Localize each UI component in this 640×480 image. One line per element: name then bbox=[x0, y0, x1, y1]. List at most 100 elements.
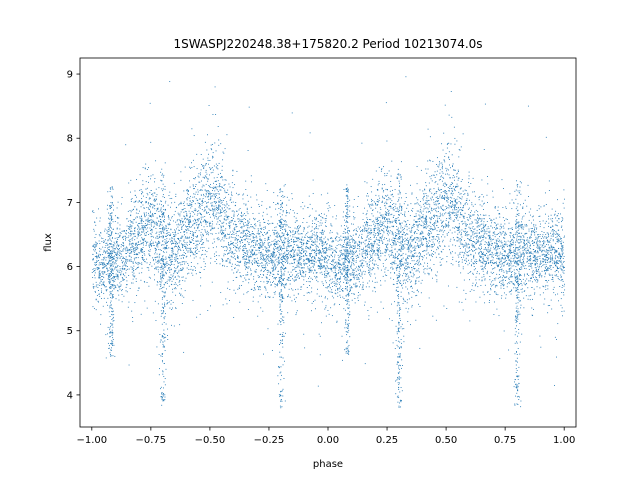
data-point bbox=[221, 200, 223, 201]
data-point bbox=[201, 204, 203, 206]
data-point bbox=[387, 269, 389, 271]
data-point bbox=[480, 241, 482, 243]
data-point bbox=[175, 243, 177, 244]
data-point bbox=[424, 202, 426, 204]
data-point bbox=[413, 260, 415, 262]
data-point bbox=[204, 216, 206, 217]
data-point bbox=[98, 277, 100, 279]
data-point bbox=[440, 207, 442, 209]
data-point bbox=[500, 261, 502, 263]
data-point bbox=[326, 261, 328, 263]
data-point bbox=[97, 290, 99, 292]
data-point bbox=[172, 276, 174, 278]
data-point bbox=[429, 176, 431, 178]
data-point bbox=[131, 225, 133, 227]
data-point bbox=[334, 303, 336, 305]
data-point bbox=[311, 250, 313, 252]
data-point bbox=[123, 264, 125, 266]
data-point bbox=[410, 242, 411, 244]
data-point bbox=[111, 272, 113, 273]
data-point bbox=[517, 252, 519, 254]
data-point bbox=[509, 268, 511, 270]
data-point bbox=[564, 266, 565, 268]
data-point bbox=[259, 228, 261, 230]
data-point bbox=[441, 208, 443, 210]
data-point bbox=[526, 283, 528, 285]
data-point bbox=[495, 217, 497, 219]
data-point bbox=[474, 203, 476, 205]
data-point bbox=[131, 209, 133, 211]
data-point bbox=[505, 218, 507, 220]
data-point bbox=[367, 203, 369, 205]
data-point bbox=[322, 229, 323, 231]
data-point bbox=[167, 279, 169, 281]
data-point bbox=[139, 210, 140, 212]
data-point bbox=[330, 267, 332, 269]
data-point bbox=[324, 256, 326, 258]
data-point bbox=[96, 295, 98, 296]
data-point bbox=[479, 248, 481, 250]
data-point bbox=[507, 255, 509, 257]
data-point bbox=[311, 229, 313, 231]
data-point bbox=[268, 223, 270, 225]
data-point bbox=[498, 264, 499, 266]
data-point bbox=[194, 196, 196, 198]
data-point bbox=[116, 245, 118, 247]
data-point bbox=[441, 168, 443, 170]
data-point bbox=[269, 250, 271, 252]
data-point bbox=[245, 263, 247, 265]
data-point bbox=[439, 162, 441, 164]
data-point bbox=[161, 287, 163, 289]
data-point bbox=[358, 277, 359, 279]
data-point bbox=[391, 245, 393, 247]
data-point bbox=[185, 236, 186, 238]
data-point bbox=[267, 255, 269, 257]
data-point bbox=[319, 335, 321, 337]
data-point bbox=[446, 184, 447, 186]
data-point bbox=[378, 249, 380, 251]
data-point bbox=[450, 206, 452, 208]
data-point bbox=[129, 210, 131, 212]
data-point bbox=[211, 233, 213, 235]
data-point bbox=[432, 244, 434, 245]
data-point bbox=[299, 269, 301, 271]
data-point bbox=[488, 262, 490, 263]
data-point bbox=[358, 256, 360, 258]
data-point bbox=[474, 195, 476, 197]
data-point bbox=[157, 207, 159, 209]
data-point bbox=[256, 263, 258, 265]
data-point bbox=[266, 283, 268, 284]
data-point bbox=[108, 256, 110, 258]
data-point bbox=[417, 203, 419, 205]
data-point bbox=[460, 242, 462, 244]
data-point bbox=[144, 281, 146, 283]
data-point bbox=[176, 254, 178, 255]
data-point bbox=[155, 198, 157, 200]
data-point bbox=[556, 238, 558, 240]
data-point bbox=[415, 213, 417, 215]
data-point bbox=[221, 233, 222, 235]
data-point bbox=[157, 303, 159, 305]
data-point bbox=[98, 274, 100, 276]
data-point bbox=[536, 239, 538, 241]
data-point bbox=[524, 233, 526, 235]
data-point bbox=[417, 291, 419, 293]
data-point bbox=[150, 224, 152, 226]
data-point bbox=[414, 263, 416, 265]
data-point bbox=[471, 259, 473, 261]
data-point bbox=[344, 269, 346, 271]
data-point bbox=[249, 259, 251, 261]
data-point bbox=[266, 190, 268, 191]
data-point bbox=[474, 228, 476, 230]
data-point bbox=[277, 236, 279, 238]
data-point bbox=[548, 253, 550, 255]
data-point bbox=[290, 245, 292, 247]
data-point bbox=[292, 269, 294, 271]
data-point bbox=[175, 221, 177, 223]
data-point bbox=[198, 173, 200, 175]
data-point bbox=[479, 204, 481, 206]
data-point bbox=[390, 206, 392, 208]
data-point bbox=[364, 250, 366, 252]
data-point bbox=[293, 256, 295, 258]
data-point bbox=[339, 238, 341, 240]
